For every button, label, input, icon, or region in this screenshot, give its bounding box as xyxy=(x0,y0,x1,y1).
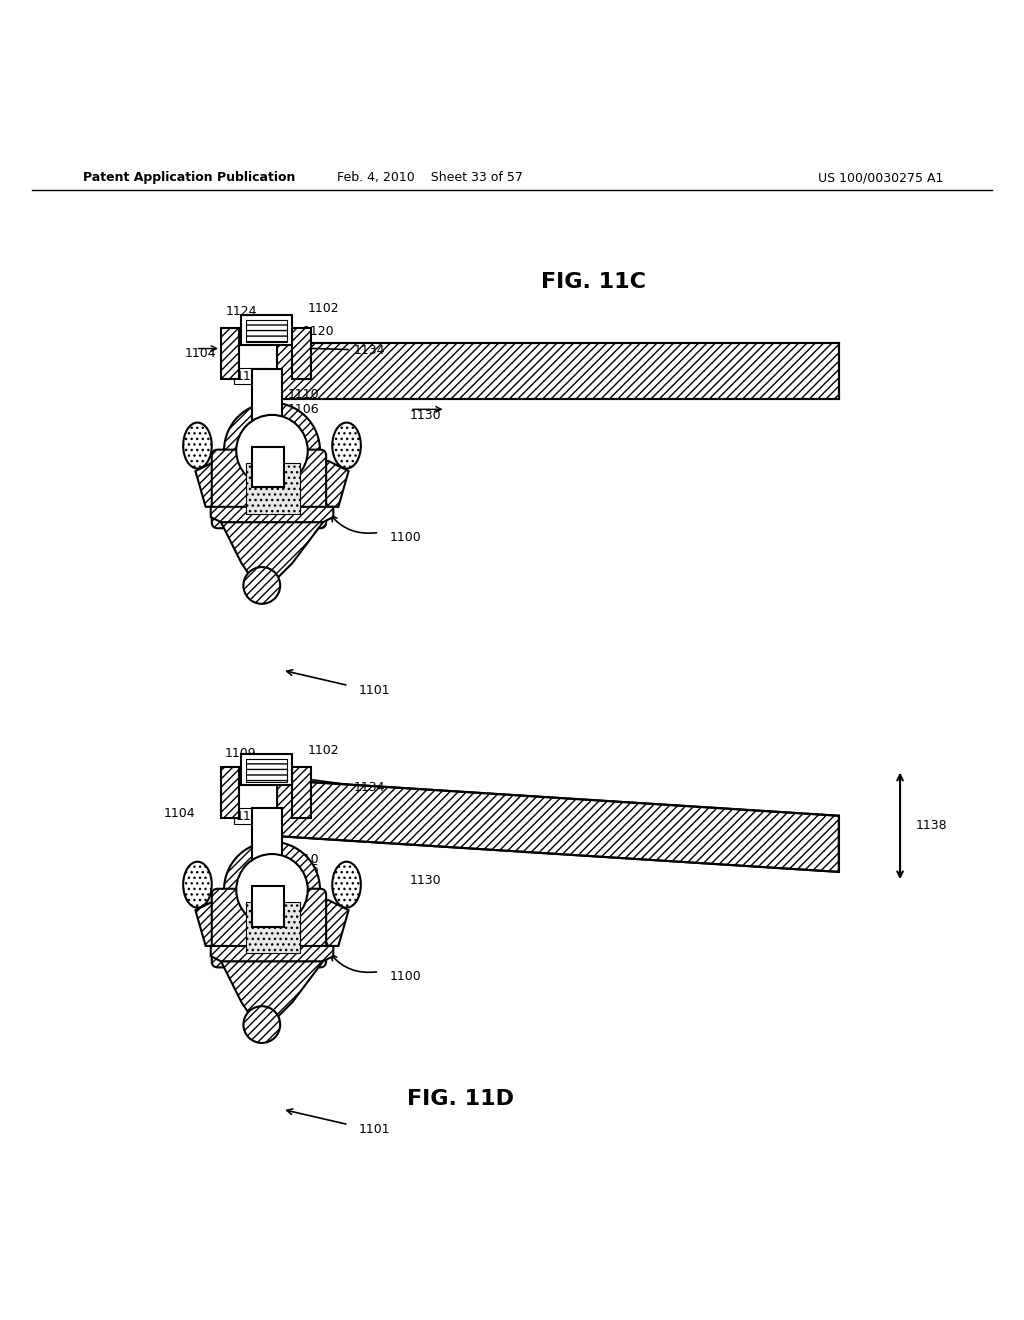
Text: Feb. 4, 2010    Sheet 33 of 57: Feb. 4, 2010 Sheet 33 of 57 xyxy=(337,172,523,185)
Bar xyxy=(252,886,285,927)
Text: 1130: 1130 xyxy=(410,409,441,422)
Polygon shape xyxy=(221,961,324,1018)
Bar xyxy=(242,315,293,346)
Circle shape xyxy=(224,403,321,499)
Circle shape xyxy=(237,414,308,486)
Text: 1100: 1100 xyxy=(389,531,421,544)
Text: US 100/0030275 A1: US 100/0030275 A1 xyxy=(818,172,944,185)
Bar xyxy=(278,343,839,399)
Ellipse shape xyxy=(183,862,212,908)
Text: 1109: 1109 xyxy=(225,329,257,341)
Circle shape xyxy=(224,842,321,937)
Text: 1106: 1106 xyxy=(288,404,318,416)
Polygon shape xyxy=(211,946,333,961)
Ellipse shape xyxy=(332,422,360,469)
Text: 1106: 1106 xyxy=(288,863,318,876)
Text: 1101: 1101 xyxy=(358,684,390,697)
Bar xyxy=(252,370,283,430)
Text: 1138: 1138 xyxy=(915,820,947,833)
Text: 1124: 1124 xyxy=(225,305,257,318)
Bar xyxy=(252,808,283,870)
Circle shape xyxy=(244,1006,281,1043)
Text: 1101: 1101 xyxy=(358,1123,390,1137)
Bar xyxy=(221,767,240,818)
Polygon shape xyxy=(278,780,839,873)
Bar xyxy=(293,767,311,818)
Circle shape xyxy=(237,854,308,925)
Text: 1100: 1100 xyxy=(389,970,421,983)
Ellipse shape xyxy=(332,862,360,908)
Text: 1134: 1134 xyxy=(302,343,385,356)
Text: 1104: 1104 xyxy=(184,347,216,360)
Bar xyxy=(242,754,293,784)
Text: 1110: 1110 xyxy=(288,853,318,866)
Text: 1134: 1134 xyxy=(302,776,385,793)
Text: 1105: 1105 xyxy=(236,370,267,383)
Text: 1109: 1109 xyxy=(225,747,257,760)
Polygon shape xyxy=(196,461,237,507)
Text: 1105: 1105 xyxy=(236,809,267,822)
Text: 1102: 1102 xyxy=(308,302,339,315)
Ellipse shape xyxy=(183,422,212,469)
Text: 1110: 1110 xyxy=(288,388,318,401)
Bar xyxy=(252,446,285,487)
Text: 1104: 1104 xyxy=(164,807,196,820)
Polygon shape xyxy=(196,900,237,946)
Polygon shape xyxy=(308,461,348,507)
Text: FIG. 11D: FIG. 11D xyxy=(408,1089,514,1109)
Text: 1120: 1120 xyxy=(303,325,334,338)
Text: Patent Application Publication: Patent Application Publication xyxy=(83,172,296,185)
Bar xyxy=(247,319,288,342)
Bar xyxy=(247,902,300,953)
Polygon shape xyxy=(211,507,333,523)
FancyBboxPatch shape xyxy=(212,450,326,528)
Bar xyxy=(293,329,311,379)
Circle shape xyxy=(244,568,281,603)
Text: 1102: 1102 xyxy=(308,744,339,756)
Polygon shape xyxy=(308,900,348,946)
FancyBboxPatch shape xyxy=(212,888,326,968)
Text: FIG. 11C: FIG. 11C xyxy=(542,272,646,292)
Bar xyxy=(247,759,288,781)
Bar xyxy=(221,329,240,379)
Polygon shape xyxy=(221,523,324,578)
Bar xyxy=(247,463,300,513)
Text: 1130: 1130 xyxy=(410,874,441,887)
